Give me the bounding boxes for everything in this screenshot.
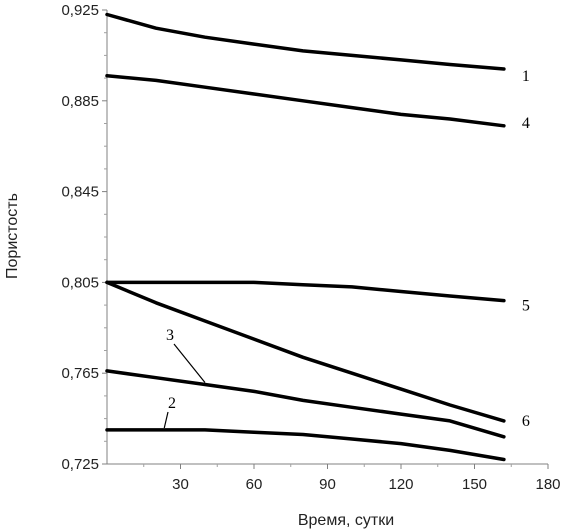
series-label-2: 2 bbox=[168, 395, 176, 412]
series-label-6: 6 bbox=[522, 413, 530, 430]
series-line-4 bbox=[105, 74, 506, 128]
series-label-1: 1 bbox=[522, 68, 530, 85]
series-line-2 bbox=[105, 428, 506, 462]
x-tick-label: 30 bbox=[172, 476, 189, 493]
x-axis-title: Время, сутки bbox=[298, 512, 394, 529]
x-tick-label: 120 bbox=[388, 476, 413, 493]
x-tick-label: 150 bbox=[462, 476, 487, 493]
y-tick-label: 0,845 bbox=[61, 184, 99, 201]
series-line-1 bbox=[105, 12, 506, 71]
series-lines bbox=[105, 12, 506, 462]
y-tick-label: 0,805 bbox=[61, 274, 99, 291]
x-tick-label: 180 bbox=[535, 476, 560, 493]
series-line-5 bbox=[105, 280, 506, 303]
x-tick-label: 90 bbox=[319, 476, 336, 493]
y-axis-title: Пористость bbox=[4, 193, 21, 279]
series-label-4: 4 bbox=[522, 115, 530, 132]
x-tick-label: 60 bbox=[246, 476, 263, 493]
y-tick-label: 0,885 bbox=[61, 93, 99, 110]
series-label-5: 5 bbox=[522, 298, 530, 315]
y-tick-label: 0,925 bbox=[61, 2, 99, 19]
axes: 0,725 0,765 0,805 0,845 0,885 0,925 30 60 90 120 1… bbox=[61, 2, 560, 493]
y-tick-label: 0,725 bbox=[61, 456, 99, 473]
series-labels: 1 4 5 6 3 2 bbox=[163, 68, 530, 430]
leader-line-3 bbox=[173, 343, 206, 383]
leader-line-2 bbox=[163, 411, 169, 429]
series-label-3: 3 bbox=[166, 327, 174, 344]
series-line-3 bbox=[105, 369, 506, 439]
series-line-6 bbox=[105, 280, 506, 423]
y-tick-label: 0,765 bbox=[61, 365, 99, 382]
